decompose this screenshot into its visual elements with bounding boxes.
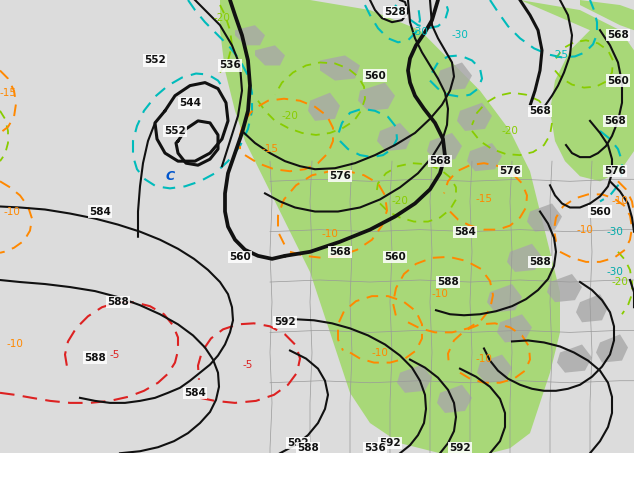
Polygon shape [576, 294, 608, 322]
Text: 568: 568 [529, 106, 551, 116]
Text: 528: 528 [384, 7, 406, 17]
Text: -10: -10 [576, 224, 593, 235]
Text: 588: 588 [529, 257, 551, 267]
Polygon shape [487, 284, 522, 312]
Text: -20: -20 [392, 196, 408, 206]
Polygon shape [477, 355, 512, 383]
Text: 576: 576 [329, 172, 351, 181]
Polygon shape [507, 244, 542, 272]
Text: -10: -10 [6, 340, 23, 349]
Polygon shape [397, 365, 432, 393]
Text: 560: 560 [384, 252, 406, 262]
Text: -30: -30 [607, 267, 623, 277]
Polygon shape [596, 334, 628, 363]
Polygon shape [557, 344, 592, 373]
Text: 588: 588 [107, 297, 129, 307]
Polygon shape [580, 0, 634, 30]
Text: -10: -10 [4, 206, 20, 217]
Text: 592: 592 [379, 438, 401, 448]
Text: 536: 536 [364, 443, 386, 453]
Text: 560: 560 [589, 206, 611, 217]
Polygon shape [235, 25, 265, 46]
Polygon shape [520, 0, 634, 181]
Text: -10: -10 [372, 347, 389, 358]
Text: 576: 576 [499, 166, 521, 176]
Text: 560: 560 [364, 71, 386, 80]
Text: 584: 584 [454, 227, 476, 237]
Text: 588: 588 [297, 443, 319, 453]
Text: -5: -5 [243, 360, 253, 369]
Polygon shape [437, 62, 472, 91]
Text: 568: 568 [329, 247, 351, 257]
Text: 592: 592 [287, 438, 309, 448]
Text: 568: 568 [604, 116, 626, 126]
Text: -10: -10 [321, 229, 339, 239]
Text: -30: -30 [607, 227, 623, 237]
Polygon shape [220, 0, 560, 453]
Polygon shape [467, 143, 502, 171]
Text: © weatheronline.co.uk: © weatheronline.co.uk [500, 478, 628, 488]
Text: C: C [165, 170, 174, 183]
Polygon shape [427, 133, 462, 161]
Text: 584: 584 [89, 206, 111, 217]
Text: 592: 592 [449, 443, 471, 453]
Polygon shape [358, 83, 395, 111]
Polygon shape [457, 103, 492, 131]
Text: 552: 552 [144, 55, 166, 66]
Text: -20: -20 [612, 277, 628, 287]
Polygon shape [308, 93, 340, 121]
Text: -15: -15 [261, 144, 278, 154]
Text: Height/Temp. 500 hPa [gdmp][°C] ECMWF: Height/Temp. 500 hPa [gdmp][°C] ECMWF [6, 460, 254, 473]
Text: 552: 552 [164, 126, 186, 136]
Text: 592: 592 [274, 318, 296, 327]
Polygon shape [547, 274, 582, 302]
Text: 560: 560 [229, 252, 251, 262]
Polygon shape [320, 55, 360, 80]
Text: 588: 588 [437, 277, 459, 287]
Text: 576: 576 [604, 166, 626, 176]
Polygon shape [527, 203, 562, 232]
Polygon shape [220, 0, 280, 40]
Text: 568: 568 [607, 30, 629, 40]
Polygon shape [437, 385, 472, 413]
Text: -30: -30 [451, 30, 469, 40]
Text: -25: -25 [552, 50, 569, 60]
Text: 588: 588 [84, 353, 106, 363]
Text: -10: -10 [476, 354, 493, 364]
Text: -20: -20 [281, 111, 299, 121]
Text: 544: 544 [179, 98, 201, 108]
Text: 568: 568 [429, 156, 451, 166]
Polygon shape [0, 0, 634, 453]
Text: -20: -20 [501, 126, 519, 136]
Text: -5: -5 [110, 349, 120, 360]
Text: -15: -15 [476, 195, 493, 204]
Polygon shape [377, 123, 412, 151]
Polygon shape [255, 46, 285, 66]
Text: Mo 27-05-2024 12:00 UTC (12+24): Mo 27-05-2024 12:00 UTC (12+24) [380, 460, 587, 473]
Text: -10: -10 [432, 289, 448, 299]
Polygon shape [497, 314, 532, 343]
Text: -20: -20 [214, 13, 230, 23]
Text: 536: 536 [219, 60, 241, 71]
Text: -30: -30 [411, 27, 429, 37]
Text: 560: 560 [607, 75, 629, 86]
Text: -10: -10 [612, 196, 628, 206]
Text: -15: -15 [0, 88, 16, 98]
Text: 584: 584 [184, 388, 206, 398]
